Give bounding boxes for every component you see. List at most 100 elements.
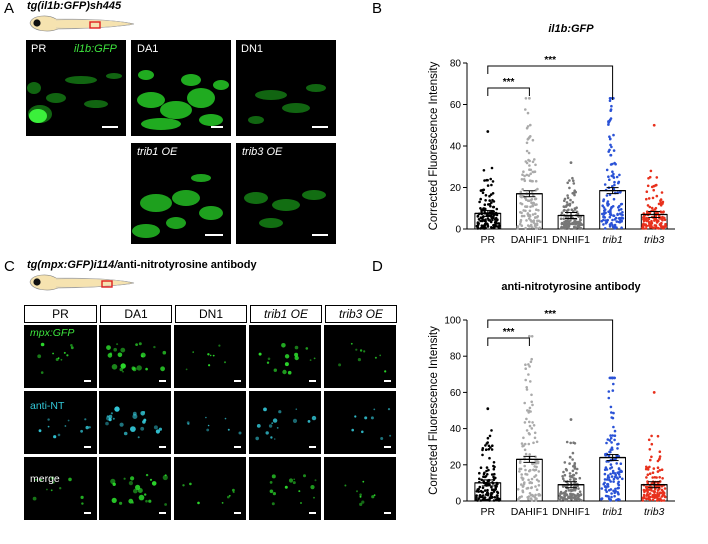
point-trib1 [611,434,614,437]
point-PR [497,226,501,230]
point-DAHIF1 [528,432,531,436]
x-tick-label: DAHIF1 [511,234,549,246]
larva-icon [29,15,135,32]
point-DAHIF1 [525,219,528,222]
point-DNHIF1 [568,179,571,182]
point-DAHIF1 [532,441,535,445]
point-trib3 [649,169,653,173]
point-trib3 [641,225,645,228]
point-trib1 [605,490,608,493]
point-trib3 [650,455,653,459]
point-DAHIF1 [529,360,533,364]
point-DNHIF1 [561,477,565,480]
point-trib3 [660,191,664,194]
significance-bracket [487,87,530,96]
point-trib3 [648,492,652,495]
point-trib1 [609,499,612,502]
point-PR [478,471,481,475]
label-trib3-oe: trib3 OE [242,146,283,158]
x-tick-label: DNHIF1 [552,506,590,518]
point-DNHIF1 [571,489,575,492]
point-DAHIF1 [536,461,540,465]
point-DAHIF1 [525,149,529,153]
point-DAHIF1 [528,406,532,410]
point-DNHIF1 [577,487,580,490]
point-PR [493,496,497,499]
point-trib3 [651,476,654,479]
point-DNHIF1 [576,497,579,500]
point-DAHIF1 [523,401,526,405]
micrograph-cell [324,325,396,388]
point-trib1 [609,450,612,454]
point-PR [475,496,478,499]
point-PR [483,207,487,211]
point-trib1 [616,212,619,216]
larva-icon [29,274,135,291]
point-DAHIF1 [519,220,522,224]
point-DAHIF1 [524,378,527,382]
point-DAHIF1 [527,478,530,482]
point-DNHIF1 [560,211,564,215]
point-DNHIF1 [573,497,577,500]
point-PR [484,199,487,202]
point-PR [490,485,493,489]
label-il1b-gfp: il1b:GFP [74,43,117,55]
point-PR [487,444,491,448]
point-trib1 [610,475,614,478]
point-DNHIF1 [579,218,582,222]
point-DAHIF1 [524,226,527,230]
chart-title: il1b:GFP [548,23,594,35]
point-DNHIF1 [569,198,572,202]
point-DAHIF1 [521,188,524,191]
x-tick-label: PR [481,506,496,518]
point-trib1 [612,197,616,201]
point-trib3 [644,467,648,471]
point-DAHIF1 [524,452,528,456]
point-PR [479,227,482,230]
point-DNHIF1 [569,441,572,445]
micrograph-dn1 [236,40,336,136]
point-DAHIF1 [528,492,532,495]
point-DAHIF1 [528,334,531,338]
point-trib1 [609,472,612,476]
point-DNHIF1 [562,470,565,474]
point-DAHIF1 [530,499,534,502]
point-trib1 [618,220,622,224]
point-trib1 [616,486,620,490]
point-trib1 [616,491,620,495]
point-trib1 [608,193,612,197]
point-trib1 [617,208,621,212]
point-DAHIF1 [529,205,532,209]
micrograph-cell [174,391,246,454]
point-PR [492,213,496,217]
point-trib3 [653,224,657,227]
point-DAHIF1 [530,335,534,338]
x-tick-label: trib3 [644,234,665,246]
point-DAHIF1 [521,489,524,492]
point-DAHIF1 [530,393,533,397]
point-trib3 [645,190,649,193]
significance-label: *** [544,55,556,66]
point-trib1 [605,468,609,471]
point-trib1 [609,210,612,214]
point-trib1 [619,462,623,465]
point-DNHIF1 [571,458,574,461]
point-trib1 [608,223,612,226]
point-DAHIF1 [519,467,523,471]
point-trib1 [607,123,610,126]
point-DAHIF1 [533,197,537,201]
label-dn1: DN1 [241,43,264,55]
col-header-trib3-oe: trib3 OE [325,305,397,323]
point-trib1 [613,376,616,380]
point-trib3 [645,476,648,479]
point-trib1 [609,434,612,437]
chart-d: anti-nitrotyrosine antibody 0 20 40 60 80 100 C… [428,281,675,518]
point-trib1 [611,469,615,473]
point-PR [489,193,493,196]
point-DAHIF1 [530,400,533,404]
point-DAHIF1 [516,225,519,228]
point-DAHIF1 [537,484,541,487]
point-PR [480,490,484,494]
point-DNHIF1 [578,490,582,493]
point-trib1 [612,489,615,493]
